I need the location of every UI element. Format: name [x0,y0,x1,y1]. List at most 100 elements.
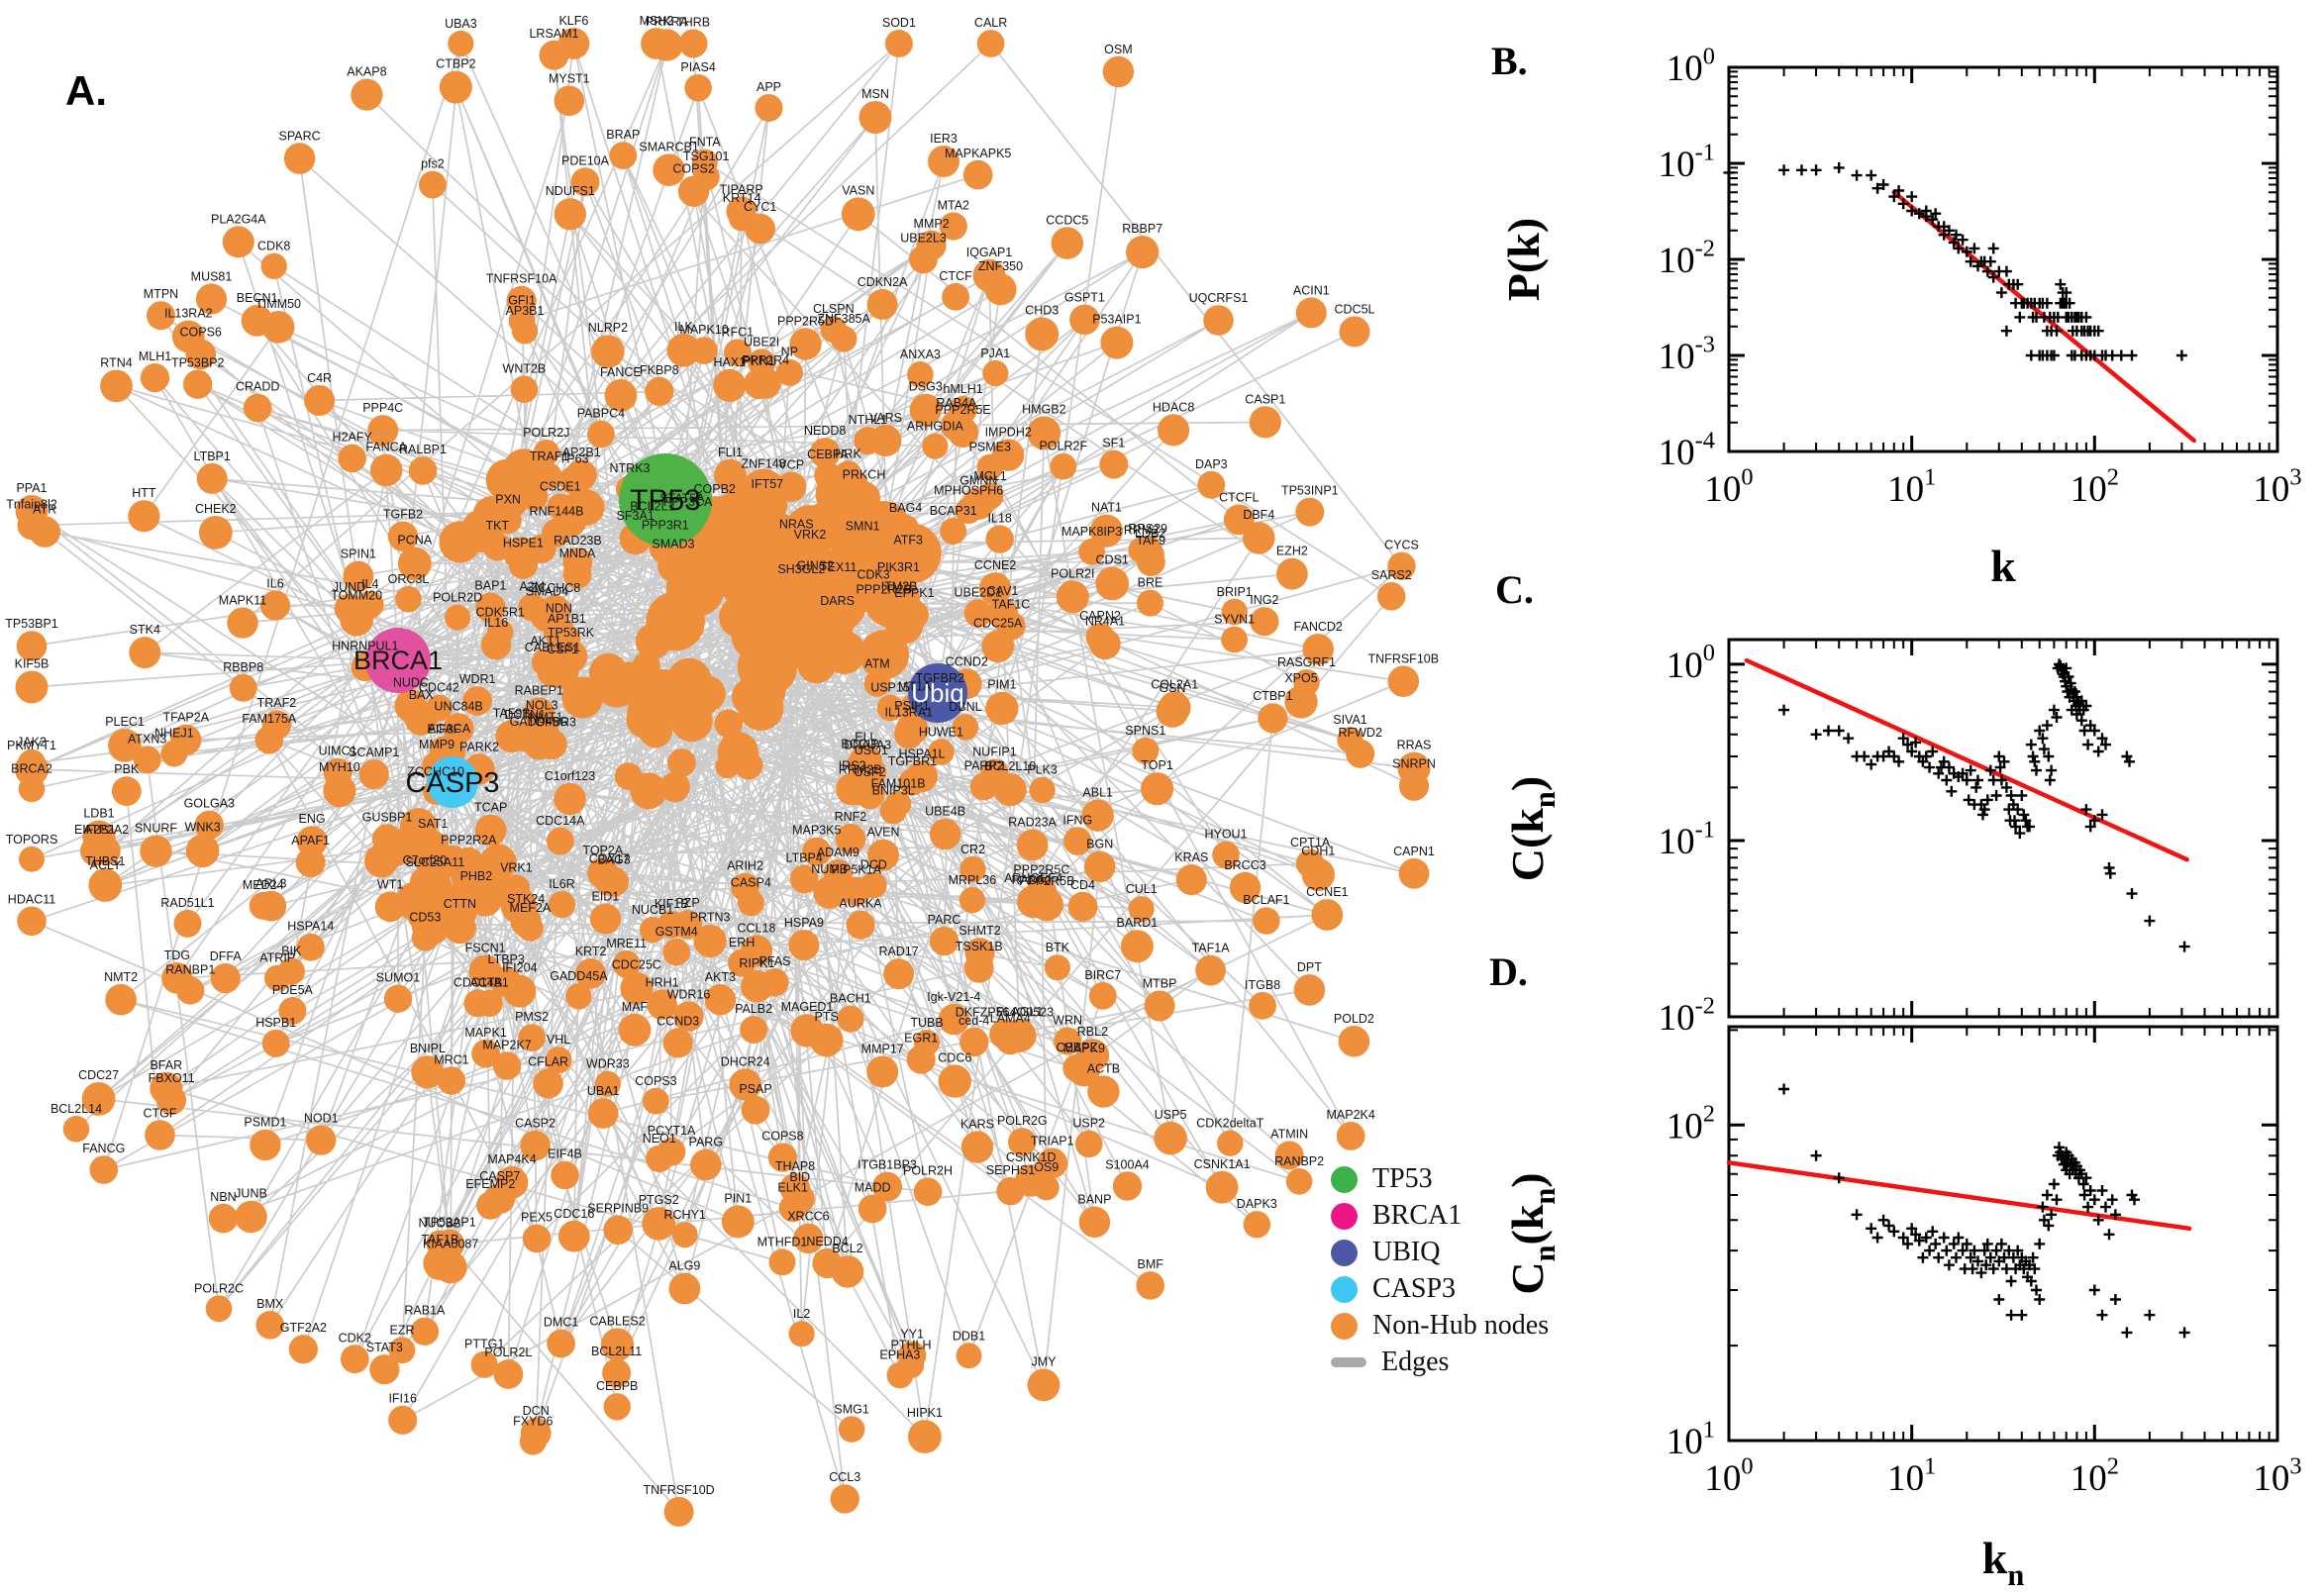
svg-text:ACIN1: ACIN1 [1293,283,1330,297]
svg-text:BRAP: BRAP [606,128,640,142]
svg-text:MPHOSPH6: MPHOSPH6 [934,483,1003,497]
svg-text:EZR: EZR [390,1324,415,1338]
svg-text:NMT2: NMT2 [104,970,138,984]
svg-text:NR4A1: NR4A1 [1085,615,1125,629]
clustering-coefficient-plot: 100 10-1 10-2 C(kn) [1502,638,2279,1039]
svg-text:10-3: 10-3 [1659,331,1715,377]
svg-text:CCND2: CCND2 [946,654,988,668]
svg-text:UBE2D1: UBE2D1 [954,585,1002,599]
svg-text:CCDC5: CCDC5 [1046,213,1088,227]
svg-text:DCTN1: DCTN1 [504,708,546,722]
svg-text:DAPK3: DAPK3 [1237,1197,1277,1211]
svg-text:MAP4K4: MAP4K4 [487,1152,536,1166]
svg-text:PRKRA: PRKRA [646,15,689,29]
panel-d-label: D. [1489,949,1528,994]
svg-text:MRPL36: MRPL36 [949,873,997,887]
svg-text:BARD1: BARD1 [1117,916,1159,930]
svg-text:BRIP1: BRIP1 [1217,585,1253,599]
svg-text:100: 100 [1704,463,1753,510]
svg-text:VRK2: VRK2 [794,528,827,542]
svg-text:P53AIP1: P53AIP1 [1092,313,1141,327]
svg-text:IFI204: IFI204 [502,961,537,975]
svg-text:PJA1: PJA1 [980,347,1010,360]
svg-text:CSDE1: CSDE1 [540,479,581,493]
svg-text:TAF1A: TAF1A [1192,942,1231,955]
svg-text:PRKCH: PRKCH [843,467,886,481]
svg-text:STAT5A: STAT5A [659,492,705,506]
svg-text:BRCA1: BRCA1 [354,646,443,675]
svg-text:SYVN1: SYVN1 [1214,613,1255,627]
svg-text:100: 100 [1666,43,1715,89]
svg-text:PKN1: PKN1 [743,354,775,368]
panel-a-label: A. [65,67,107,114]
svg-text:BAG3: BAG3 [597,852,630,866]
svg-text:DBNL: DBNL [949,700,981,714]
svg-text:XPO5: XPO5 [1284,671,1317,685]
svg-text:GADD45G: GADD45G [510,715,569,729]
svg-text:BID: BID [789,1170,810,1184]
svg-text:ORC3L: ORC3L [388,572,430,586]
svg-text:RBBP7: RBBP7 [1122,222,1162,236]
svg-text:DHCR24: DHCR24 [721,1054,770,1068]
svg-text:MSN: MSN [861,87,889,101]
svg-text:NMT1: NMT1 [529,711,562,725]
svg-text:CASP3: CASP3 [405,767,499,799]
svg-text:USP5: USP5 [1155,1108,1187,1122]
svg-text:CDK2: CDK2 [339,1331,371,1345]
svg-text:PPA1: PPA1 [16,481,47,495]
svg-text:KRAS: KRAS [1174,850,1208,864]
svg-text:WRN: WRN [1053,1013,1082,1027]
svg-text:TP53BP1: TP53BP1 [5,617,58,631]
svg-text:CAV1: CAV1 [987,584,1019,598]
svg-text:MAPK1: MAPK1 [464,1026,506,1040]
svg-text:TGFBR1: TGFBR1 [888,754,937,768]
svg-text:ILK: ILK [674,320,693,334]
svg-text:GSTM4: GSTM4 [656,925,698,939]
svg-text:FLI1: FLI1 [718,446,743,459]
svg-text:hMLH1: hMLH1 [943,382,982,396]
svg-text:RAD51L1: RAD51L1 [160,896,214,910]
svg-text:BTK: BTK [1046,941,1070,954]
svg-text:BMF: BMF [1138,1257,1164,1271]
svg-text:RRM2: RRM2 [1124,524,1159,538]
svg-text:TOP2A: TOP2A [582,844,623,857]
svg-text:EPPK1: EPPK1 [894,586,934,600]
svg-text:COPS8: COPS8 [761,1130,803,1144]
svg-text:FBXO11: FBXO11 [149,1071,195,1085]
svg-text:NEO1: NEO1 [643,1132,676,1146]
svg-text:CDC25C: CDC25C [612,958,661,972]
svg-text:PLK3: PLK3 [1027,763,1058,777]
svg-text:PEX5: PEX5 [521,1211,553,1225]
svg-text:SEPHS1: SEPHS1 [986,1163,1035,1177]
svg-text:103: 103 [2253,463,2301,510]
svg-text:MED24: MED24 [243,878,284,892]
svg-text:POLR2D: POLR2D [433,591,482,605]
svg-text:EIF3F: EIF3F [427,723,460,737]
svg-text:IFNG: IFNG [1062,813,1092,827]
svg-text:10-1: 10-1 [1659,816,1715,862]
svg-text:ATP2A2: ATP2A2 [84,823,130,837]
protein-interaction-network-graph: TP53RK KIAA0087 THAP8 CDC14B ARL3 TAF9B BANP AL… [5,14,1439,1527]
svg-text:HDAC11: HDAC11 [8,893,55,907]
svg-text:ATF3: ATF3 [893,534,923,548]
svg-text:MTPN: MTPN [144,287,178,301]
svg-text:ITGB1BP3: ITGB1BP3 [858,1158,917,1172]
svg-text:OSM: OSM [1104,43,1132,56]
svg-text:NUCB2: NUCB2 [419,1217,460,1231]
svg-text:10-1: 10-1 [1659,139,1715,185]
svg-text:TRAF2: TRAF2 [257,696,297,710]
svg-text:AURKA: AURKA [840,897,883,911]
svg-text:DDB1: DDB1 [953,1329,985,1343]
svg-text:MAF: MAF [622,1000,649,1014]
svg-text:MAPK9: MAPK9 [1063,1042,1105,1055]
svg-text:SPARC: SPARC [279,129,321,143]
svg-text:PLA2G4A: PLA2G4A [211,213,266,227]
svg-text:C1orf123: C1orf123 [545,769,595,783]
svg-text:PABPC4: PABPC4 [577,407,625,421]
svg-text:MYH10: MYH10 [319,760,360,774]
svg-text:ACTB: ACTB [1087,1062,1120,1076]
svg-text:CDC16: CDC16 [554,1207,594,1221]
svg-text:THRB: THRB [676,16,710,30]
svg-text:CDC6: CDC6 [938,1050,971,1064]
svg-text:LTBP3: LTBP3 [488,952,525,966]
